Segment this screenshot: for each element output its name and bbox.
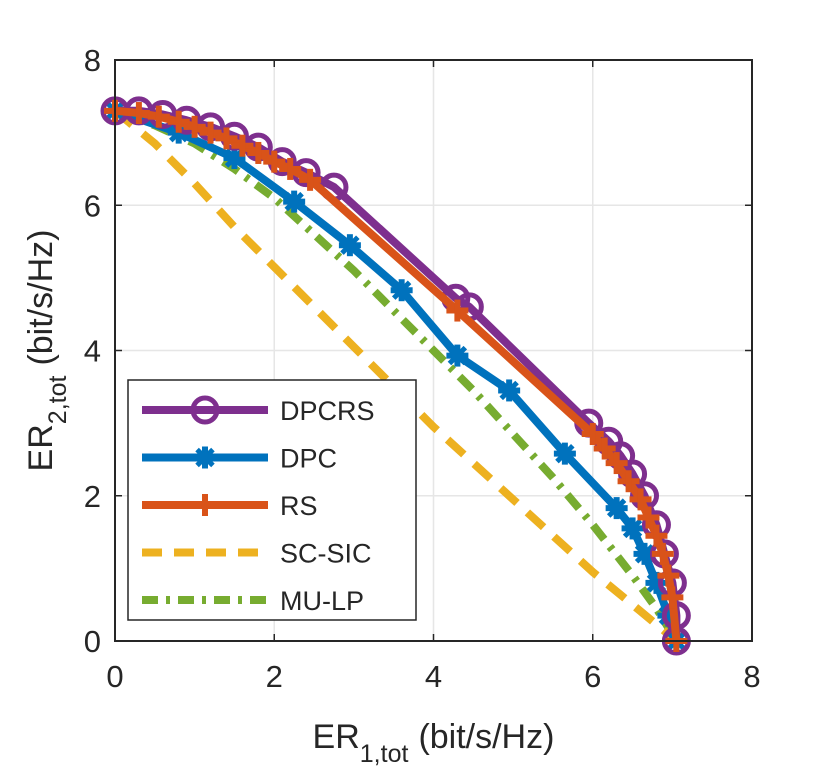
legend-item-mu-lp: MU-LP: [142, 586, 364, 616]
data-point-rs: [183, 115, 206, 138]
y-axis-label-main: ER: [22, 424, 60, 471]
data-point-rs: [279, 157, 302, 180]
legend-item-dpcrs: DPCRS: [142, 395, 375, 426]
x-tick-label: 8: [743, 659, 760, 694]
y-tick-label: 6: [84, 188, 101, 223]
data-point-rs: [617, 470, 640, 493]
data-point-rs: [167, 110, 190, 133]
y-axis-label-unit: (bit/s/Hz): [22, 230, 60, 366]
data-point-dpc: [553, 442, 576, 465]
data-point-dpc: [605, 497, 628, 520]
legend-label: DPCRS: [280, 396, 375, 426]
legend-item-sc-sic: SC-SIC: [142, 539, 372, 569]
data-point-rs: [247, 141, 270, 164]
data-point-dpc: [338, 234, 361, 257]
legend-label: MU-LP: [280, 586, 364, 616]
data-point-dpc: [283, 190, 306, 213]
y-axis-label: ER2,tot (bit/s/Hz): [22, 230, 72, 472]
data-point-dpc: [621, 517, 644, 540]
data-point-rs: [231, 134, 254, 157]
x-tick-label: 6: [584, 659, 601, 694]
legend-marker: [190, 395, 220, 425]
y-tick-label: 2: [84, 479, 101, 514]
data-point-rs: [215, 127, 238, 150]
x-tick-label: 0: [106, 659, 123, 694]
data-point-rs: [661, 586, 684, 609]
legend-marker: [194, 446, 216, 469]
legend-marker: [194, 494, 216, 516]
legend-label: RS: [280, 491, 318, 521]
data-point-rs: [657, 564, 680, 587]
data-point-dpc: [446, 344, 469, 367]
y-tick-label: 0: [84, 624, 101, 659]
data-point-rs: [605, 452, 628, 475]
series-sc-sic: [112, 107, 679, 645]
x-axis-label: ER1,tot (bit/s/Hz): [313, 718, 555, 768]
legend-label: DPC: [280, 444, 337, 474]
legend-item-dpc: DPC: [142, 444, 337, 474]
data-point-rs: [593, 437, 616, 460]
data-point-rs: [147, 105, 170, 128]
y-tick-label: 8: [84, 43, 101, 78]
ticks: 0 2 4 6 8 0 2 4 6 8: [84, 43, 761, 694]
data-point-rs: [299, 168, 322, 191]
series-line-sc-sic: [112, 107, 679, 645]
x-tick-label: 4: [425, 659, 442, 694]
data-point-rs: [127, 102, 150, 125]
series-mu-lp: [113, 107, 680, 644]
data-point-dpc: [390, 279, 413, 302]
data-point-rs: [637, 506, 660, 529]
legend-box: [127, 379, 417, 621]
data-point-dpc: [498, 379, 521, 402]
x-axis-label-unit: (bit/s/Hz): [418, 718, 554, 756]
data-point-rs: [651, 542, 674, 565]
data-point-rs: [581, 423, 604, 446]
data-point-rs: [645, 524, 668, 547]
x-axis-label-main: ER: [313, 718, 360, 756]
series-line-mu-lp: [113, 107, 680, 644]
y-tick-label: 4: [84, 334, 101, 369]
data-point-rs: [263, 150, 286, 173]
x-tick-label: 2: [266, 659, 283, 694]
x-axis-label-sub: 1,tot: [360, 740, 409, 768]
data-point-rs: [199, 121, 222, 144]
y-axis-label-sub: 2,tot: [44, 376, 72, 425]
legend-label: SC-SIC: [280, 539, 372, 569]
legend-item-rs: RS: [142, 491, 318, 521]
data-point-rs: [629, 488, 652, 511]
data-point-rs: [446, 299, 469, 322]
